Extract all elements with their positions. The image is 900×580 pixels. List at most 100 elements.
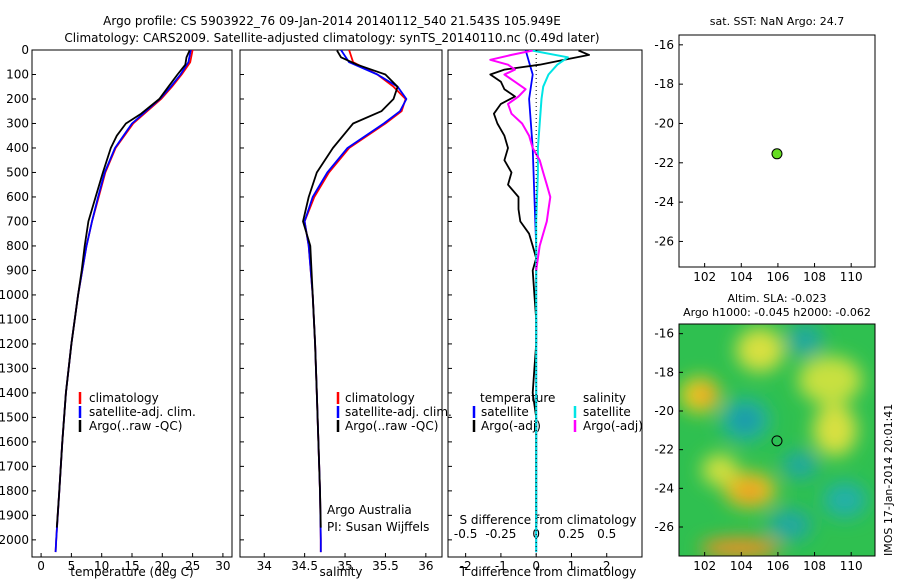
sla-map-xtick-label: 104	[730, 559, 753, 573]
salinity-legend: climatology satellite-adj. clim. Argo(..…	[336, 391, 452, 433]
temperature-xtick-label: 0	[37, 559, 45, 573]
salinity-annotation-line2: PI: Susan Wijffels	[327, 520, 429, 534]
position-map-xtick-label: 108	[803, 270, 826, 284]
position-map-ytick-label: -18	[654, 77, 674, 91]
position-map-ytick-label: -26	[654, 234, 674, 248]
sla-map-xtick-label: 106	[766, 559, 789, 573]
legend-label: Argo(..raw -QC)	[89, 419, 182, 433]
temperature-xtick-label: 5	[68, 559, 76, 573]
depth-tick-label: 1000	[0, 288, 29, 302]
sla-map-ytick-label: -22	[654, 443, 674, 457]
depth-tick-label: 200	[6, 92, 29, 106]
sla-blob	[798, 356, 862, 404]
sla-map-xtick-label: 108	[803, 559, 826, 573]
series-line-argo-raw-qc-	[55, 50, 191, 528]
difference-xtick-label: 0	[532, 559, 540, 573]
temperature-xtick-label: 30	[215, 559, 230, 573]
sla-blob	[702, 454, 738, 486]
sla-map-ytick-label: -20	[654, 404, 674, 418]
depth-tick-label: 500	[6, 165, 29, 179]
series-line-argo-raw-qc-	[302, 50, 399, 528]
depth-tick-label: 1200	[0, 337, 29, 351]
depth-tick-label: 800	[6, 239, 29, 253]
depth-tick-label: 1800	[0, 484, 29, 498]
position-map-xtick-label: 104	[730, 270, 753, 284]
sla-blob	[700, 538, 780, 556]
position-map-xtick-label: 110	[840, 270, 863, 284]
difference-xtick-label: 1	[568, 559, 576, 573]
position-map-ytick-label: -20	[654, 116, 674, 130]
sla-map-ytick-label: -26	[654, 520, 674, 534]
sla-blob	[823, 482, 867, 518]
depth-tick-label: 1400	[0, 386, 29, 400]
legend-label: Argo(-adj)	[481, 419, 541, 433]
salinity-xtick-label: 34	[257, 559, 272, 573]
sla-blob	[768, 509, 812, 541]
series-line-satellite-adj-clim-	[54, 50, 192, 553]
difference-top-xlabel: S difference from climatology	[460, 513, 637, 527]
position-map-ytick-label: -16	[654, 38, 674, 52]
float-position-marker	[771, 435, 783, 447]
temperature-xtick-label: 25	[185, 559, 200, 573]
top-tick-label: 0.25	[558, 527, 585, 541]
figure-subtitle: Climatology: CARS2009. Satellite-adjuste…	[64, 31, 599, 45]
depth-tick-label: 700	[6, 214, 29, 228]
depth-tick-label: 0	[21, 43, 29, 57]
temperature-legend: climatology satellite-adj. clim. Argo(..…	[78, 391, 196, 433]
temperature-xtick-label: 15	[124, 559, 139, 573]
temperature-xlabel: temperature (deg C)	[70, 565, 193, 579]
difference-xlabel: T difference from climatology	[459, 565, 637, 579]
series-line-argo-adj-	[489, 50, 590, 528]
sla-map-ytick-label: -18	[654, 365, 674, 379]
difference-xtick-label: -1	[495, 559, 507, 573]
sla-map-ytick-label: -24	[654, 481, 674, 495]
top-tick-label: 0.5	[597, 527, 616, 541]
depth-tick-label: 1900	[0, 508, 29, 522]
position-map-xtick-label: 102	[693, 270, 716, 284]
legend-label: satellite	[583, 405, 631, 419]
sla-blob	[813, 404, 857, 456]
figure-title: Argo profile: CS 5903922_76 09-Jan-2014 …	[103, 14, 561, 28]
top-tick-label: -0.5	[454, 527, 477, 541]
temperature-xtick-label: 10	[94, 559, 109, 573]
salinity-annotation-line1: Argo Australia	[327, 503, 412, 517]
difference-legend: temperature salinity satellite Argo(-adj…	[472, 391, 643, 433]
legend-label: Argo(-adj)	[583, 419, 643, 433]
sla-blob	[695, 385, 715, 405]
depth-tick-label: 1600	[0, 435, 29, 449]
legend-label: Argo(..raw -QC)	[345, 419, 438, 433]
depth-tick-label: 900	[6, 263, 29, 277]
top-tick-label: -0.25	[485, 527, 516, 541]
difference-xtick-label: -2	[460, 559, 472, 573]
depth-tick-label: 2000	[0, 533, 29, 547]
position-map-title: sat. SST: NaN Argo: 24.7	[710, 15, 844, 28]
legend-label: climatology	[89, 391, 159, 405]
depth-tick-label: 300	[6, 116, 29, 130]
salinity-xtick-label: 35.5	[372, 559, 399, 573]
sla-blob	[782, 451, 818, 479]
salinity-xlabel: salinity	[319, 565, 362, 579]
salinity-panel	[239, 49, 443, 558]
sla-map-ytick-label: -16	[654, 327, 674, 341]
sla-map	[678, 323, 876, 557]
depth-tick-label: 100	[6, 67, 29, 81]
depth-tick-label: 400	[6, 141, 29, 155]
depth-tick-label: 1300	[0, 361, 29, 375]
depth-tick-label: 600	[6, 190, 29, 204]
sla-map-xtick-label: 102	[693, 559, 716, 573]
sla-title-line2: Argo h1000: -0.045 h2000: -0.062	[683, 306, 871, 319]
position-map-xtick-label: 106	[766, 270, 789, 284]
sla-blob	[736, 328, 784, 372]
temperature-xtick-label: 20	[155, 559, 170, 573]
side-stamp: IMOS 17-Jan-2014 20:01:41	[882, 404, 895, 556]
legend-label: climatology	[345, 391, 415, 405]
legend-label: satellite-adj. clim.	[89, 405, 196, 419]
salinity-xtick-label: 36	[418, 559, 433, 573]
depth-tick-label: 1100	[0, 312, 29, 326]
position-map-ytick-label: -22	[654, 156, 674, 170]
sla-blob	[738, 484, 762, 500]
series-line-salinity-argo-adj-	[489, 50, 552, 271]
sla-blob	[733, 410, 757, 430]
legend-title-temperature: temperature	[480, 391, 555, 405]
